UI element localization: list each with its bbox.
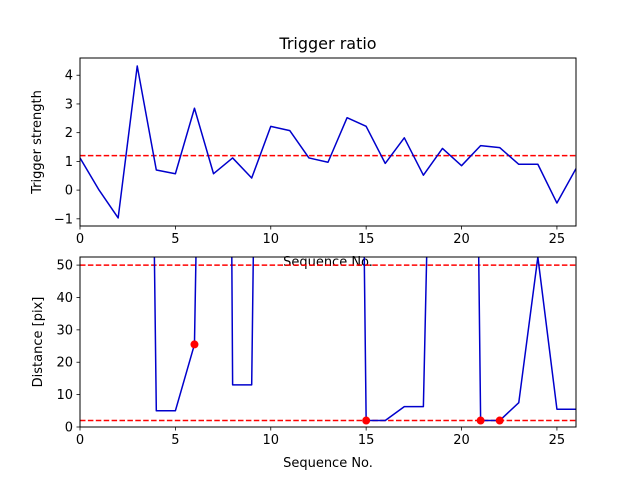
- trigger-x-tick-label: 15: [358, 232, 375, 247]
- distance-y-tick-label: 10: [56, 388, 73, 403]
- trigger-x-tick-label: 10: [262, 232, 279, 247]
- trigger-y-tick-label: 2: [65, 126, 73, 141]
- distance-x-tick-label: 0: [76, 433, 84, 448]
- trigger-ratio-axes-frame: [79, 57, 577, 227]
- distance-y-tick-label: 0: [65, 421, 73, 436]
- trigger-x-tick-label: 25: [549, 232, 566, 247]
- distance-plot: 0 5 10 15 20 25 0 10 20 30 40 50 Sequence No. Dista…: [31, 256, 577, 471]
- distance-x-tick-label: 10: [262, 433, 279, 448]
- distance-marker-point: [495, 416, 504, 425]
- distance-axes-frame: [79, 256, 577, 428]
- distance-y-label: Distance [pix]: [31, 297, 46, 388]
- trigger-y-tick-label: 4: [65, 69, 73, 84]
- distance-ticks: 0 5 10 15 20 25 0 10 20 30 40 50: [56, 259, 565, 448]
- trigger-plot-area: [80, 65, 576, 219]
- trigger-ratio-marks: [80, 65, 576, 219]
- trigger-x-tick-label: 0: [76, 232, 84, 247]
- distance-x-tick-label: 20: [453, 433, 470, 448]
- trigger-ratio-x-label: Sequence No.: [283, 255, 373, 270]
- distance-x-tick-label: 25: [549, 433, 566, 448]
- trigger-y-tick-label: 0: [65, 184, 73, 199]
- distance-x-label: Sequence No.: [283, 456, 373, 471]
- distance-y-tick-label: 30: [56, 323, 73, 338]
- trigger-y-tick-label: 3: [65, 97, 73, 112]
- distance-marker-point: [476, 416, 485, 425]
- trigger-x-tick-label: 20: [453, 232, 470, 247]
- trigger-y-tick-label: −1: [54, 212, 73, 227]
- distance-y-tick-label: 20: [56, 356, 73, 371]
- trigger-y-tick-label: 1: [65, 155, 73, 170]
- distance-x-tick-label: 5: [171, 433, 179, 448]
- distance-y-tick-label: 50: [56, 259, 73, 274]
- distance-x-tick-label: 15: [358, 433, 375, 448]
- distance-marker-point: [362, 416, 371, 425]
- distance-marker-point: [190, 340, 199, 349]
- plot-title: Trigger ratio: [278, 34, 376, 53]
- distance-y-tick-label: 40: [56, 291, 73, 306]
- trigger-ratio-y-label: Trigger strength: [30, 90, 45, 195]
- trigger-x-tick-label: 5: [171, 232, 179, 247]
- distance-marks: [80, 257, 576, 425]
- trigger-series-line-0: [80, 65, 576, 219]
